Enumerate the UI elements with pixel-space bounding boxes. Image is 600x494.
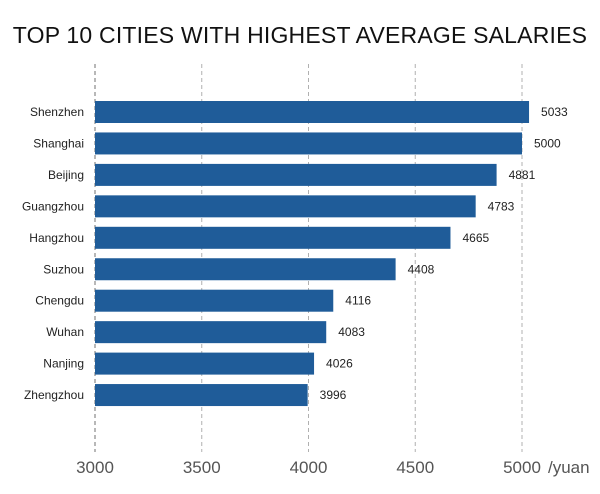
- bar: [95, 321, 327, 344]
- bar: [95, 226, 451, 249]
- value-label: 4783: [488, 199, 515, 213]
- bar: [95, 195, 476, 218]
- x-tick-label: 4000: [290, 458, 328, 477]
- x-tick-label: 3000: [76, 458, 114, 477]
- bar: [95, 384, 308, 407]
- category-label: Suzhou: [43, 262, 84, 276]
- bar: [95, 163, 497, 186]
- value-label: 5000: [534, 136, 561, 150]
- category-label: Shenzhen: [30, 105, 84, 119]
- category-label: Shanghai: [33, 136, 84, 150]
- category-label: Beijing: [48, 168, 84, 182]
- value-label: 5033: [541, 105, 568, 119]
- x-axis-unit: /yuan: [548, 458, 590, 477]
- category-label: Guangzhou: [22, 199, 84, 213]
- value-label: 3996: [320, 388, 347, 402]
- category-label: Wuhan: [46, 325, 84, 339]
- x-tick-label: 4500: [396, 458, 434, 477]
- bars: [95, 101, 530, 407]
- bar: [95, 289, 334, 312]
- bar: [95, 258, 396, 281]
- value-label: 4408: [408, 262, 435, 276]
- x-tick-label: 5000: [503, 458, 541, 477]
- x-tick-label: 3500: [183, 458, 221, 477]
- chart-title: TOP 10 CITIES WITH HIGHEST AVERAGE SALAR…: [12, 22, 588, 48]
- category-label: Chengdu: [35, 294, 84, 308]
- value-label: 4881: [509, 168, 536, 182]
- value-label: 4026: [326, 357, 353, 371]
- bar: [95, 132, 522, 155]
- category-label: Nanjing: [43, 357, 84, 371]
- category-label: Zhengzhou: [24, 388, 84, 402]
- value-label: 4116: [345, 294, 371, 308]
- category-label: Hangzhou: [29, 231, 84, 245]
- labels: 3000 3500 4000 4500 5000/yuan Shenzhen 5033 Sha…: [22, 105, 590, 477]
- bar: [95, 352, 315, 375]
- value-label: 4665: [462, 231, 489, 245]
- value-label: 4083: [338, 325, 365, 339]
- bar: [95, 101, 530, 123]
